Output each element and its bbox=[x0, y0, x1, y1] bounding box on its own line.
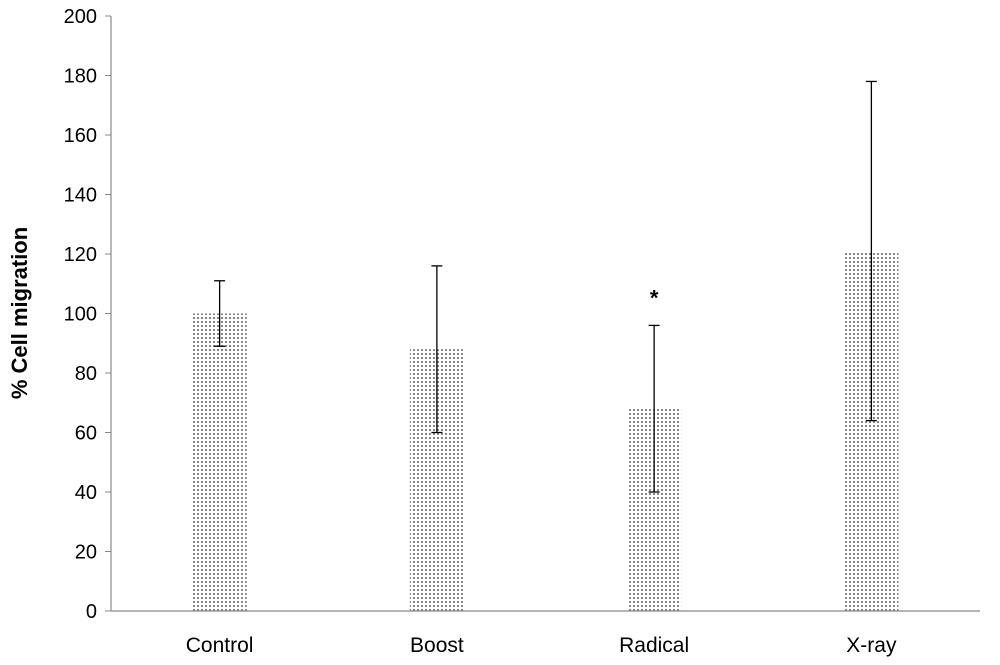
y-tick-label: 200 bbox=[64, 6, 97, 28]
x-category-label: Radical bbox=[619, 634, 689, 657]
x-category-label: Control bbox=[186, 634, 254, 657]
y-tick-label: 60 bbox=[75, 423, 97, 445]
bar bbox=[192, 313, 247, 611]
x-axis-categories: Control Boost Radical X-ray bbox=[186, 634, 897, 657]
significance-marker: * bbox=[650, 285, 659, 310]
annotations: * bbox=[650, 285, 659, 310]
x-category-label: Boost bbox=[410, 634, 464, 657]
y-tick-label: 40 bbox=[75, 482, 97, 504]
y-tick-label: 0 bbox=[86, 601, 97, 623]
axes bbox=[110, 16, 980, 612]
y-tick-label: 80 bbox=[75, 363, 97, 385]
error-bars bbox=[214, 80, 877, 493]
y-tick-label: 160 bbox=[64, 125, 97, 147]
y-tick-label: 20 bbox=[75, 542, 97, 564]
x-category-label: X-ray bbox=[846, 634, 897, 657]
y-tick-label: 140 bbox=[64, 185, 97, 207]
y-axis-title: % Cell migration bbox=[7, 227, 32, 399]
y-axis-ticks: 0 20 40 60 80 100 120 140 160 180 200 bbox=[64, 6, 111, 623]
y-tick-label: 100 bbox=[64, 304, 97, 326]
y-tick-label: 180 bbox=[64, 66, 97, 88]
y-tick-label: 120 bbox=[64, 244, 97, 266]
bars bbox=[192, 251, 899, 611]
